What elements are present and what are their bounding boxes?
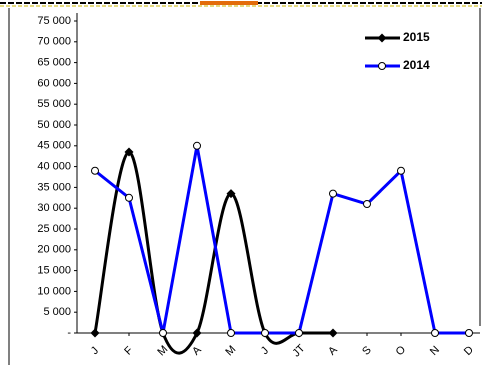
y-tick-label: 5 000 [43, 306, 71, 318]
series-line [94, 145, 469, 335]
y-tick-label: 20 000 [37, 244, 71, 256]
point [192, 328, 202, 338]
point [378, 62, 386, 70]
y-tick-label: 50 000 [37, 119, 71, 131]
point [431, 329, 439, 337]
point [226, 189, 236, 199]
y-tick-label: 40 000 [37, 161, 71, 173]
legend-label: 2015 [403, 30, 430, 44]
y-tick-label: 65 000 [37, 57, 71, 69]
point [397, 166, 405, 175]
y-tick-label: 55 000 [37, 98, 71, 110]
point [125, 193, 133, 202]
legend-label: 2014 [403, 58, 430, 72]
point [465, 329, 473, 337]
point [124, 147, 134, 157]
y-tick-label: 75 000 [37, 15, 71, 27]
point [261, 329, 269, 337]
point [363, 200, 371, 209]
y-tick-label: 35 000 [37, 181, 71, 193]
y-tick-label: 45 000 [37, 140, 71, 152]
point [295, 329, 303, 337]
point [328, 328, 338, 338]
point [159, 329, 167, 337]
point [377, 33, 387, 43]
y-tick-label: 30 000 [37, 202, 71, 214]
point [193, 141, 201, 150]
point [90, 328, 100, 338]
point [91, 166, 99, 175]
point [329, 189, 337, 198]
y-tick-label: 10 000 [37, 285, 71, 297]
y-tick-label: 15 000 [37, 265, 71, 277]
y-tick-label: 25 000 [37, 223, 71, 235]
y-tick-label: 60 000 [37, 77, 71, 89]
y-tick-label: 70 000 [37, 36, 71, 48]
y-tick-label: - [67, 327, 71, 339]
point [227, 329, 235, 337]
